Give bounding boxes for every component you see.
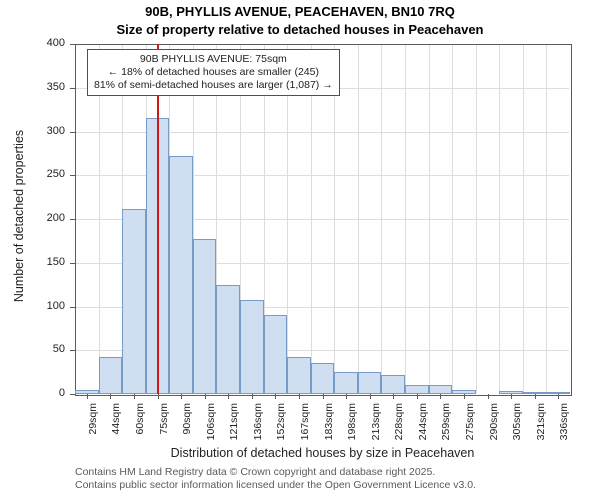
x-tick-mark [158, 394, 159, 399]
gridline-v [476, 45, 477, 393]
x-tick-label: 244sqm [417, 403, 429, 453]
x-tick-mark [181, 394, 182, 399]
x-tick-mark [87, 394, 88, 399]
callout-line3: 81% of semi-detached houses are larger (… [94, 79, 333, 92]
x-tick-mark [275, 394, 276, 399]
y-tick-label: 400 [0, 37, 65, 49]
x-tick-mark [323, 394, 324, 399]
attribution-line2: Contains public sector information licen… [75, 479, 476, 492]
x-tick-label: 44sqm [110, 403, 122, 453]
marker-line [157, 44, 159, 394]
x-tick-label: 167sqm [299, 403, 311, 453]
callout-box: 90B PHYLLIS AVENUE: 75sqm← 18% of detach… [87, 49, 340, 96]
histogram-bar [287, 357, 311, 394]
x-tick-mark [299, 394, 300, 399]
gridline-v [287, 45, 288, 393]
histogram-bar [169, 156, 193, 394]
y-tick-mark [70, 263, 75, 264]
gridline-v [523, 45, 524, 393]
y-tick-mark [70, 307, 75, 308]
x-tick-label: 259sqm [440, 403, 452, 453]
gridline-v [546, 45, 547, 393]
x-tick-mark [440, 394, 441, 399]
histogram-bar [358, 372, 382, 394]
gridline-v [405, 45, 406, 393]
x-tick-mark [464, 394, 465, 399]
histogram-bar [193, 239, 217, 394]
attribution: Contains HM Land Registry data © Crown c… [75, 466, 476, 492]
gridline-v [358, 45, 359, 393]
x-tick-mark [393, 394, 394, 399]
gridline-v [452, 45, 453, 393]
x-tick-mark [134, 394, 135, 399]
gridline-v [99, 45, 100, 393]
x-tick-label: 29sqm [87, 403, 99, 453]
x-tick-label: 60sqm [134, 403, 146, 453]
y-tick-label: 200 [0, 212, 65, 224]
histogram-bar [122, 209, 146, 395]
x-tick-label: 183sqm [323, 403, 335, 453]
attribution-line1: Contains HM Land Registry data © Crown c… [75, 466, 476, 479]
x-tick-label: 136sqm [252, 403, 264, 453]
x-tick-label: 198sqm [346, 403, 358, 453]
x-tick-label: 275sqm [464, 403, 476, 453]
y-tick-mark [70, 350, 75, 351]
histogram-bar [311, 363, 335, 394]
y-tick-label: 350 [0, 81, 65, 93]
y-tick-mark [70, 88, 75, 89]
y-tick-label: 250 [0, 168, 65, 180]
x-tick-label: 228sqm [393, 403, 405, 453]
y-tick-mark [70, 394, 75, 395]
gridline-v [429, 45, 430, 393]
gridline-v [381, 45, 382, 393]
x-tick-label: 75sqm [158, 403, 170, 453]
histogram-bar [334, 372, 358, 394]
y-tick-mark [70, 132, 75, 133]
y-tick-mark [70, 44, 75, 45]
callout-line1: 90B PHYLLIS AVENUE: 75sqm [94, 53, 333, 66]
y-tick-mark [70, 219, 75, 220]
x-tick-label: 152sqm [275, 403, 287, 453]
x-tick-label: 321sqm [535, 403, 547, 453]
x-tick-mark [346, 394, 347, 399]
histogram-chart: 90B, PHYLLIS AVENUE, PEACEHAVEN, BN10 7R… [0, 0, 600, 500]
histogram-bar [405, 385, 429, 394]
x-tick-mark [511, 394, 512, 399]
chart-title-line1: 90B, PHYLLIS AVENUE, PEACEHAVEN, BN10 7R… [0, 4, 600, 19]
x-tick-label: 336sqm [558, 403, 570, 453]
histogram-bar [381, 375, 405, 394]
y-tick-label: 300 [0, 125, 65, 137]
x-tick-mark [417, 394, 418, 399]
x-tick-label: 213sqm [370, 403, 382, 453]
gridline-v [334, 45, 335, 393]
y-tick-label: 0 [0, 387, 65, 399]
gridline-v [311, 45, 312, 393]
x-tick-mark [558, 394, 559, 399]
x-tick-label: 121sqm [228, 403, 240, 453]
gridline-v [499, 45, 500, 393]
x-tick-mark [488, 394, 489, 399]
y-tick-label: 150 [0, 256, 65, 268]
x-tick-label: 106sqm [205, 403, 217, 453]
x-tick-mark [110, 394, 111, 399]
histogram-bar [216, 285, 240, 394]
histogram-bar [99, 357, 123, 394]
x-tick-label: 90sqm [181, 403, 193, 453]
y-tick-label: 100 [0, 300, 65, 312]
x-tick-label: 305sqm [511, 403, 523, 453]
x-tick-mark [205, 394, 206, 399]
histogram-bar [240, 300, 264, 395]
x-tick-mark [228, 394, 229, 399]
histogram-bar [429, 385, 453, 394]
x-tick-mark [252, 394, 253, 399]
chart-title-line2: Size of property relative to detached ho… [0, 22, 600, 37]
histogram-bar [264, 315, 288, 394]
x-tick-mark [370, 394, 371, 399]
callout-line2: ← 18% of detached houses are smaller (24… [94, 66, 333, 79]
x-tick-label: 290sqm [488, 403, 500, 453]
y-tick-label: 50 [0, 343, 65, 355]
x-tick-mark [535, 394, 536, 399]
y-tick-mark [70, 175, 75, 176]
